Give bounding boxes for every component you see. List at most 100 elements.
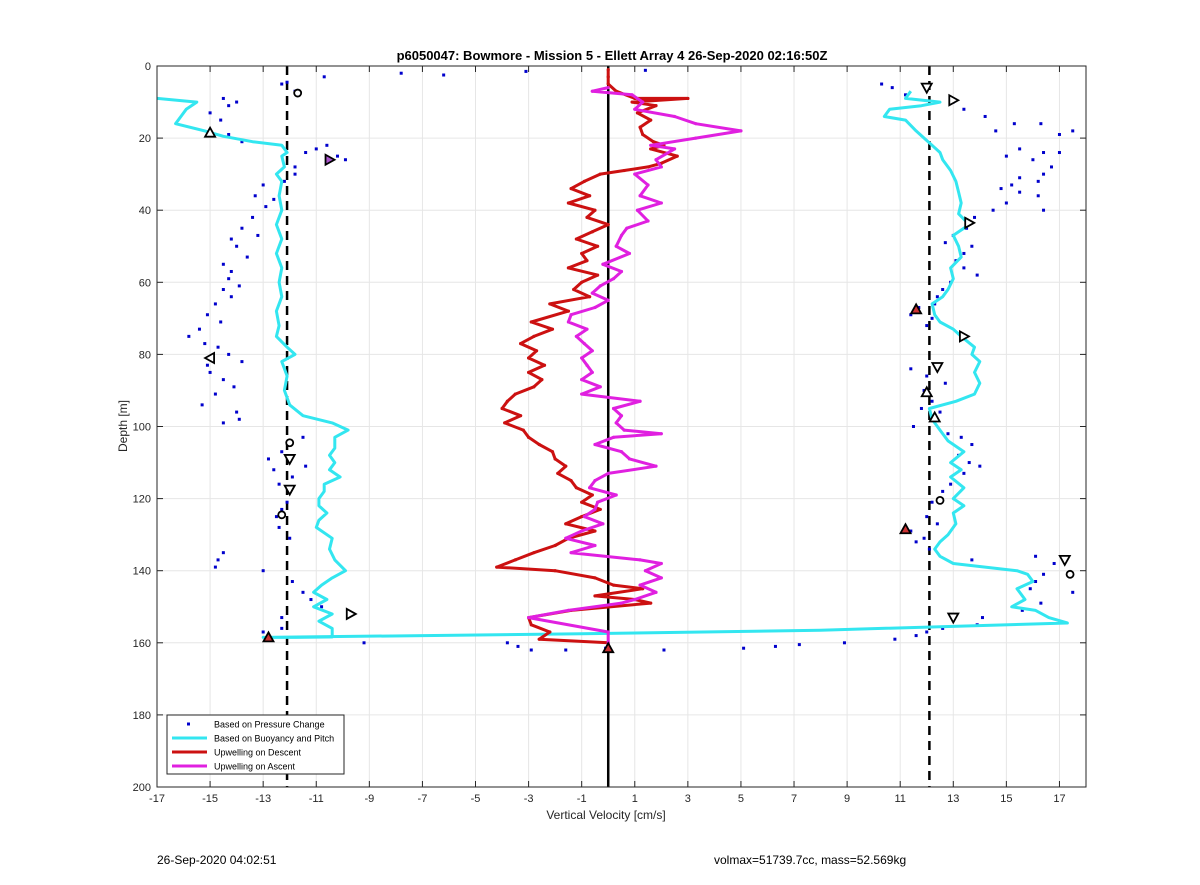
pressure-change-point	[927, 547, 931, 551]
pressure-change-point	[991, 208, 995, 212]
series-vertex	[649, 143, 653, 147]
pressure-change-point	[1057, 151, 1061, 155]
series-vertex	[529, 320, 533, 324]
pressure-change-point	[919, 406, 923, 410]
pressure-change-point	[925, 374, 929, 378]
series-vertex	[646, 219, 650, 223]
series-vertex	[540, 378, 544, 382]
pressure-change-point	[529, 648, 533, 652]
series-vertex	[569, 551, 573, 555]
pressure-change-point	[240, 226, 244, 230]
series-vertex	[649, 118, 653, 122]
pressure-change-point	[516, 644, 520, 648]
legend-label: Based on Pressure Change	[214, 720, 325, 730]
series-vertex	[611, 406, 616, 411]
series-vertex	[638, 399, 642, 403]
pressure-change-point	[962, 266, 966, 270]
legend-box	[166, 714, 345, 775]
pressure-change-point	[962, 471, 966, 475]
pressure-change-point	[280, 507, 284, 511]
pressure-change-point	[213, 302, 217, 306]
series-vertex	[611, 277, 616, 281]
series-vertex	[622, 168, 626, 173]
pressure-change-point	[219, 320, 223, 324]
pressure-change-point	[970, 244, 974, 248]
pressure-change-point	[335, 154, 339, 158]
series-vertex	[588, 486, 592, 490]
pressure-change-point	[221, 421, 225, 425]
series-vertex	[572, 287, 576, 292]
series-vertex	[606, 82, 610, 86]
series-vertex	[638, 125, 642, 129]
pressure-change-point	[274, 515, 278, 519]
series-vertex	[580, 392, 584, 396]
series-vertex	[580, 515, 584, 519]
y-tick-label: 80	[139, 349, 151, 361]
series-vertex	[646, 165, 650, 169]
series-vertex	[649, 147, 653, 151]
pressure-change-point	[304, 464, 308, 468]
series-vertex	[606, 223, 610, 227]
pressure-change-point	[290, 475, 294, 479]
pressure-change-point	[288, 536, 292, 540]
pressure-change-point	[227, 352, 231, 356]
pressure-change-point	[893, 637, 897, 641]
series-vertex	[564, 464, 568, 468]
pressure-change-point	[1052, 561, 1056, 565]
pressure-change-point	[213, 565, 217, 569]
pressure-change-point	[970, 558, 974, 562]
series-vertex	[574, 237, 578, 241]
x-tick-label: 11	[894, 793, 905, 805]
pressure-change-point	[314, 147, 318, 151]
pressure-change-point	[442, 73, 446, 77]
series-vertex	[513, 558, 517, 562]
pressure-change-point	[216, 558, 220, 562]
pressure-change-point	[203, 342, 207, 346]
pressure-change-point	[1020, 608, 1024, 612]
series-vertex	[606, 298, 610, 302]
series-vertex	[611, 435, 616, 439]
triangle-up-marker	[601, 641, 615, 654]
series-vertex	[527, 356, 531, 360]
x-tick-label: 7	[791, 793, 797, 805]
legend-label: Based on Buoyancy and Pitch	[214, 734, 334, 744]
pressure-change-point	[922, 536, 926, 540]
x-tick-label: 13	[947, 793, 959, 805]
x-tick-label: -3	[524, 793, 534, 805]
pressure-change-point	[277, 482, 281, 486]
series-vertex	[588, 194, 592, 198]
series-vertex	[659, 201, 663, 205]
series-vertex	[606, 471, 610, 475]
pressure-change-point	[235, 100, 239, 104]
pressure-change-point	[842, 641, 846, 645]
series-vertex	[585, 259, 589, 263]
pressure-change-point	[187, 334, 191, 338]
pressure-change-point	[1042, 172, 1046, 176]
pressure-change-point	[983, 114, 987, 118]
series-vertex	[633, 597, 637, 602]
y-tick-label: 160	[133, 638, 151, 650]
series-vertex	[593, 529, 597, 533]
pressure-change-point	[261, 183, 265, 187]
triangle-right-marker	[345, 607, 358, 621]
series-vertex	[582, 341, 586, 346]
pressure-change-point	[280, 82, 284, 86]
series-vertex	[625, 226, 629, 230]
pressure-change-point	[301, 590, 305, 594]
triangle-down-marker	[946, 612, 960, 625]
series-vertex	[654, 104, 658, 108]
triangle-right-marker	[964, 216, 977, 230]
plot-area	[157, 66, 1075, 787]
pressure-change-point	[994, 129, 998, 133]
circle-marker	[285, 438, 295, 448]
y-tick-label: 60	[139, 277, 151, 289]
pressure-change-point	[301, 435, 305, 439]
pressure-change-point	[975, 273, 979, 277]
pressure-change-point	[962, 251, 966, 255]
pressure-change-point	[949, 482, 953, 486]
triangle-right-marker	[959, 329, 971, 343]
pressure-change-point	[643, 68, 647, 72]
series-vertex	[596, 244, 600, 248]
triangle-down-marker	[283, 484, 297, 497]
pressure-change-point	[322, 75, 326, 79]
